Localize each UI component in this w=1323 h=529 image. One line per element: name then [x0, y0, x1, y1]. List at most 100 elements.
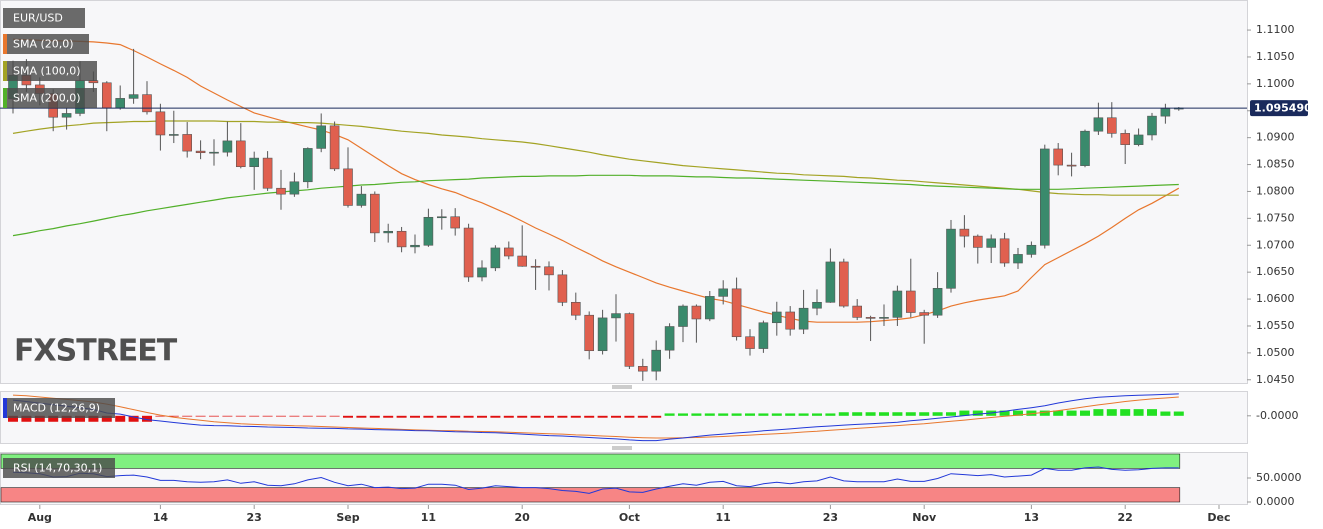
candle-body — [410, 244, 420, 248]
y-tick-label: 1.0550 — [1256, 319, 1295, 332]
macd-histogram-bar — [811, 413, 822, 416]
macd-histogram-bar — [517, 415, 528, 418]
panel-resize-handle[interactable] — [612, 385, 632, 450]
macd-histogram-bar — [543, 415, 554, 418]
x-tick-label: Dec — [1207, 511, 1230, 524]
candle-body — [892, 290, 903, 318]
macd-histogram-bar — [409, 415, 420, 418]
candle-body — [905, 290, 916, 313]
macd-histogram-bar — [1106, 409, 1117, 416]
candle-body — [490, 247, 501, 269]
macd-histogram-bar — [369, 415, 380, 418]
candle-body — [249, 157, 259, 168]
y-tick-label: 1.0650 — [1256, 265, 1295, 278]
macd-histogram-bar — [785, 413, 796, 416]
macd-histogram-bar — [932, 412, 943, 416]
candle-body — [155, 111, 166, 136]
macd-histogram-bar — [584, 415, 595, 418]
candle-body — [972, 235, 983, 248]
legend-swatch — [3, 398, 7, 418]
x-tick-label: 20 — [515, 511, 531, 524]
macd-histogram-bar — [892, 412, 903, 416]
candle-body — [423, 216, 434, 246]
macd-histogram-bar — [570, 415, 581, 418]
y-tick-label: 50.0000 — [1256, 471, 1302, 484]
macd-histogram-bar — [691, 413, 702, 416]
candle-body — [1013, 254, 1023, 264]
macd-histogram-bar — [1160, 411, 1171, 416]
macd-histogram-bar — [503, 415, 514, 418]
macd-histogram-bar — [878, 412, 889, 416]
candle-body — [1066, 164, 1077, 167]
y-tick-label: 1.0850 — [1256, 158, 1295, 171]
candle-body — [195, 150, 206, 154]
macd-histogram-bar — [222, 415, 233, 417]
macd-histogram-bar — [128, 415, 139, 422]
macd-histogram-bar — [664, 413, 675, 416]
macd-histogram-bar — [7, 415, 18, 422]
candle-body — [356, 193, 367, 206]
legend-box — [3, 61, 97, 81]
candle-body — [664, 326, 675, 351]
macd-histogram-bar — [1146, 409, 1157, 416]
macd-histogram-bar — [436, 415, 447, 418]
macd-histogram-bar — [1173, 411, 1184, 416]
macd-histogram-bar — [141, 415, 152, 422]
candle-body — [946, 228, 956, 289]
macd-histogram-bar — [383, 415, 394, 418]
candle-body — [276, 187, 286, 195]
candle-body — [302, 148, 313, 183]
macd-histogram-bar — [1093, 409, 1104, 416]
candle-body — [637, 366, 648, 372]
macd-histogram-bar — [718, 413, 729, 416]
macd-histogram-bar — [1079, 410, 1090, 416]
macd-histogram-bar — [972, 410, 983, 416]
candle-body — [503, 247, 514, 257]
legend-box — [3, 458, 115, 478]
legend-box — [3, 398, 115, 418]
candle-body — [865, 317, 876, 319]
last-price-tag-box — [1250, 100, 1308, 117]
macd-panel — [0, 391, 1248, 444]
candle-body — [329, 125, 340, 170]
macd-line — [12, 393, 1179, 442]
candle-body — [463, 227, 474, 278]
candle-body — [343, 168, 353, 206]
macd-histogram-bar — [1039, 410, 1050, 416]
candle-body — [222, 140, 233, 153]
watermark: FXSTREET — [14, 334, 178, 369]
candle-body — [530, 265, 541, 268]
sma-line — [12, 120, 1179, 196]
candle-body — [1106, 117, 1117, 134]
candle-body — [101, 82, 112, 109]
macd-histogram-bar — [34, 415, 45, 422]
candle-body — [369, 193, 380, 234]
candle-body — [731, 288, 742, 338]
candle-body — [932, 288, 943, 316]
candle-body — [128, 94, 139, 99]
macd-histogram-bar — [195, 415, 206, 417]
macd-histogram-bar — [476, 415, 487, 418]
candle-body — [1133, 134, 1144, 145]
rsi-line — [12, 466, 1179, 494]
x-tick-label: Aug — [28, 511, 52, 524]
macd-histogram-bar — [423, 415, 434, 418]
candle-body — [624, 313, 635, 367]
macd-histogram-bar — [235, 415, 246, 417]
y-tick-label: 1.0700 — [1256, 238, 1295, 251]
candle-body — [678, 305, 688, 327]
candle-body — [745, 336, 755, 349]
macd-histogram-bar — [1133, 409, 1144, 416]
candle-body — [812, 301, 822, 309]
macd-histogram-bar — [731, 413, 742, 416]
macd-histogram-bar — [798, 413, 809, 416]
macd-histogram-bar — [744, 413, 755, 416]
macd-histogram-bar — [597, 415, 608, 418]
legend-label: RSI (14,70,30,1) — [13, 462, 102, 475]
candle-body — [651, 349, 661, 372]
x-tick-label: 11 — [716, 511, 731, 524]
macd-histogram-bar — [316, 415, 327, 417]
sma-line — [12, 38, 1180, 323]
y-tick-label: 1.1100 — [1256, 23, 1295, 36]
x-tick-label: 23 — [823, 511, 838, 524]
